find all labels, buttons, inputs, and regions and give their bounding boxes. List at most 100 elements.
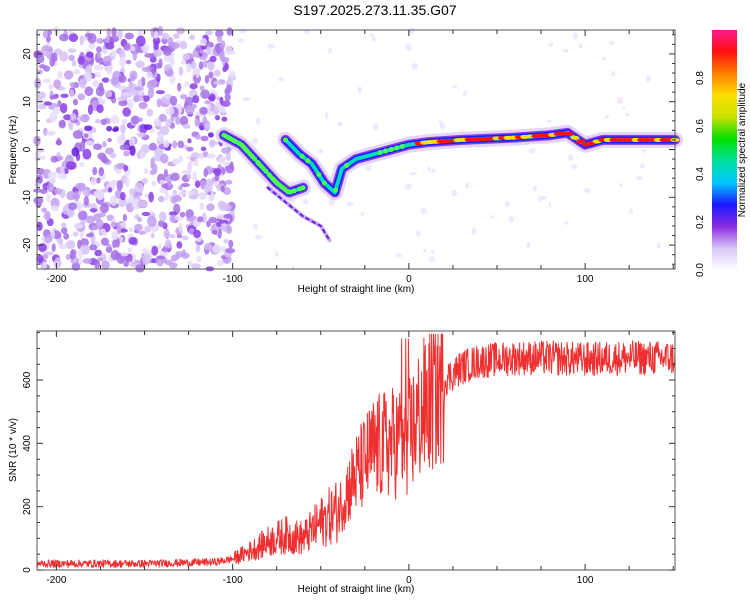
spectrogram-hotspot [291,188,297,194]
spectrogram-noise-blob [204,100,212,105]
spectrogram-noise-blob [125,59,132,65]
spectrogram-noise-blob [657,242,661,249]
spectrogram-noise-blob [119,144,130,151]
spectrogram-noise-blob [133,86,144,91]
snr-x-tick-label: 0 [406,575,412,586]
spectrogram-noise-blob [180,182,191,188]
spectrogram-noise-blob [153,154,163,162]
spectrogram-noise-blob [216,221,222,228]
spectrogram-noise-blob [303,29,311,34]
spectrogram-noise-blob [118,196,127,208]
spectrogram-noise-blob [77,93,86,101]
spectrogram-noise-blob [198,61,204,70]
spectrogram-noise-blob [180,94,188,100]
spectrogram-noise-blob [68,33,79,43]
spectrogram-noise-blob [85,233,94,238]
spectrogram-noise-blob [109,195,118,206]
spectrogram-noise-blob [51,243,56,252]
spectrogram-noise-blob [181,169,191,175]
spectrogram-noise-blob [100,203,109,214]
spectrogram-noise-blob [548,202,552,208]
spectrogram-hotspot [263,168,269,174]
spectrogram-noise-blob [119,222,127,228]
spectrogram-noise-blob [318,149,324,154]
spectrogram-noise-blob [120,123,126,134]
snr-x-tick-label: -100 [223,575,243,586]
spectrogram-noise-blob [570,164,578,169]
spectrogram-noise-blob [121,91,129,97]
spectrogram-noise-blob [50,197,60,209]
spectrogram-noise-blob [101,260,110,270]
colorbar-gradient [712,30,737,270]
spectrogram-hotspot [570,135,580,140]
spectrogram-noise-blob [410,172,418,176]
spectrogram-noise-blob [195,244,201,253]
spectrogram-noise-blob [110,115,120,124]
spectrogram-noise-blob [66,209,73,217]
spectrogram-noise-blob [129,145,136,157]
spectrogram-noise-blob [58,243,68,250]
spectrogram-noise-blob [121,119,128,124]
spectrogram-noise-blob [178,66,184,76]
spectrogram-noise-blob [225,179,233,185]
spectrogram-noise-blob [175,115,181,125]
spectrogram-noise-blob [143,124,153,131]
colorbar-tick-label: 0.0 [695,263,706,277]
spectrogram-noise-blob [36,53,45,64]
spectrogram-noise-blob [82,258,93,264]
spectrogram-noise-blob [101,77,110,83]
spectrogram-noise-blob [79,161,85,167]
spectrogram-noise-blob [139,151,147,159]
spectrogram-noise-blob [181,249,186,257]
spectrogram-noise-blob [189,34,196,41]
spectrogram-noise-blob [184,105,195,115]
spectrogram-noise-blob [147,215,157,227]
spectrogram-noise-blob [38,64,46,69]
snr-y-label: SNR (10 * v/v) [8,418,19,482]
spectrogram-noise-blob [87,104,93,115]
spectrogram-noise-blob [88,43,95,50]
spectrogram-noise-blob [122,213,127,222]
spectrogram-noise-blob [44,210,51,221]
spectrogram-noise [32,25,669,273]
spectrogram-noise-blob [226,27,233,36]
spectrogram-noise-blob [222,161,230,167]
spectrogram-noise-blob [63,70,74,80]
spectrogram-noise-blob [431,168,436,174]
spectrogram-noise-blob [169,95,178,106]
spectrogram-noise-blob [142,247,148,255]
spectrogram-noise-blob [636,175,643,181]
spectrogram-noise-blob [156,73,161,83]
spectrogram-noise-blob [365,164,372,172]
spectrogram-noise-blob [237,37,244,44]
spectrogram-noise-blob [141,177,148,184]
spectrogram-noise-blob [58,119,66,129]
spectrogram-noise-blob [213,80,222,86]
spectrogram-x-tick-label: 100 [577,274,594,285]
spectrogram-noise-blob [86,51,94,58]
spectrogram-noise-blob [54,257,62,269]
spectrogram-noise-blob [117,224,122,235]
spectrogram-noise-blob [369,33,375,38]
spectrogram-noise-blob [608,40,615,45]
spectrogram-noise-blob [187,138,192,144]
spectrogram-noise-blob [546,119,552,123]
spectrogram-noise-blob [191,152,200,159]
spectrogram-noise-blob [123,42,131,51]
spectrogram-noise-blob [415,230,421,237]
spectrogram-noise-blob [41,155,46,161]
spectrogram-noise-blob [192,95,200,104]
spectrogram-noise-blob [120,192,126,201]
spectrogram-noise-blob [212,106,220,115]
spectrogram-noise-blob [198,192,207,199]
spectrogram-noise-blob [72,130,83,140]
spectrogram-noise-blob [157,195,165,202]
spectrogram-noise-blob [104,147,115,155]
spectrogram-noise-blob [187,161,194,168]
spectrogram-noise-blob [194,180,201,188]
spectrogram-noise-blob [42,254,49,259]
spectrogram-noise-blob [624,112,630,117]
spectrogram-noise-blob [60,227,68,234]
spectrogram-noise-blob [219,50,225,61]
